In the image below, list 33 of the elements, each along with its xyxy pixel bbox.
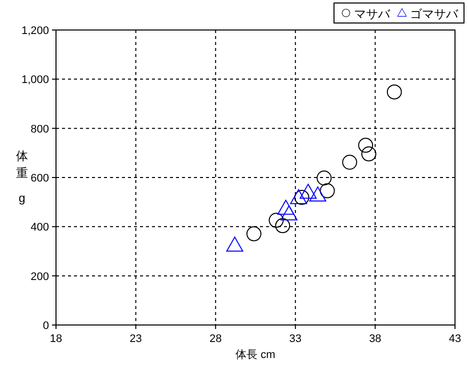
x-tick-label: 23 — [130, 333, 142, 345]
y-tick-label: 200 — [30, 270, 49, 283]
x-tick-label: 43 — [448, 333, 462, 345]
point — [361, 146, 376, 162]
point — [226, 236, 244, 252]
y-axis-title: 体重 g — [16, 149, 28, 205]
point — [342, 154, 358, 170]
legend-label: マサバ — [354, 7, 391, 21]
y-tick-label: 800 — [30, 123, 49, 136]
point — [294, 190, 310, 205]
y-tick-label: 400 — [30, 222, 49, 234]
point — [246, 226, 262, 242]
x-tick-label: 38 — [369, 333, 382, 345]
legend-label: ゴマサバ — [410, 7, 459, 21]
x-tick-label: 18 — [50, 333, 62, 345]
x-tick-label: 28 — [209, 333, 222, 345]
point — [280, 205, 298, 220]
point — [309, 186, 326, 202]
y-tick-label: 600 — [30, 172, 49, 184]
point — [300, 184, 317, 199]
point — [275, 218, 290, 234]
x-axis-title: 体長 cm — [236, 349, 276, 361]
point — [316, 170, 332, 186]
point — [386, 84, 402, 100]
point — [290, 189, 308, 204]
y-tick-label: 1,000 — [21, 74, 49, 86]
point — [277, 200, 294, 215]
point — [358, 138, 374, 153]
y-tick-label: 0 — [42, 320, 49, 332]
point — [268, 212, 284, 228]
point — [320, 183, 335, 198]
y-tick-label: 1,200 — [21, 25, 49, 37]
x-tick-label: 33 — [289, 333, 302, 345]
